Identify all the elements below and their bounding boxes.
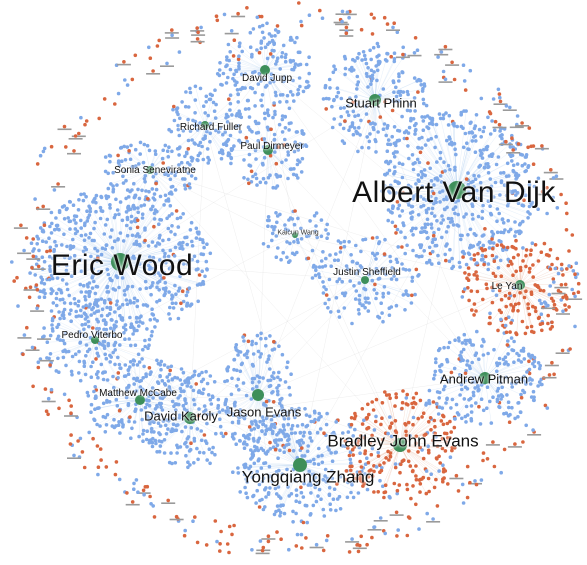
node-label-sonia-seneviratne: Sonia Seneviratne [114,165,196,176]
node-label-yongqiang-zhang: Yongqiang Zhang [241,467,375,487]
node-label-david-jupp: David Jupp [241,73,293,84]
node-label-bradley-john-evans: Bradley John Evans [327,431,479,451]
node-label-stuart-phinn: Stuart Phinn [345,95,417,111]
node-label-david-karoly: David Karoly [144,408,218,424]
node-label-eric-wood: Eric Wood [50,249,194,282]
node-label-paul-dirmeyer: Paul Dirmeyer [240,141,304,152]
node-label-le-yan: Le Yan [491,281,523,292]
node-label-pedro-viterbo: Pedro Viterbo [61,330,123,341]
node-label-justin-sheffield: Justin Sheffield [333,267,401,278]
node-label-jason-evans: Jason Evans [226,404,302,420]
node-label-kaicun-wang: Kaicun Wang [277,229,319,237]
node-label-matthew-mccabe: Matthew McCabe [99,388,177,399]
node-label-albert-van-dijk: Albert Van Dijk [352,176,556,209]
node-label-andrew-pitman: Andrew Pitman [439,371,529,387]
node-label-richard-fuller: Richard Fuller [179,122,243,133]
